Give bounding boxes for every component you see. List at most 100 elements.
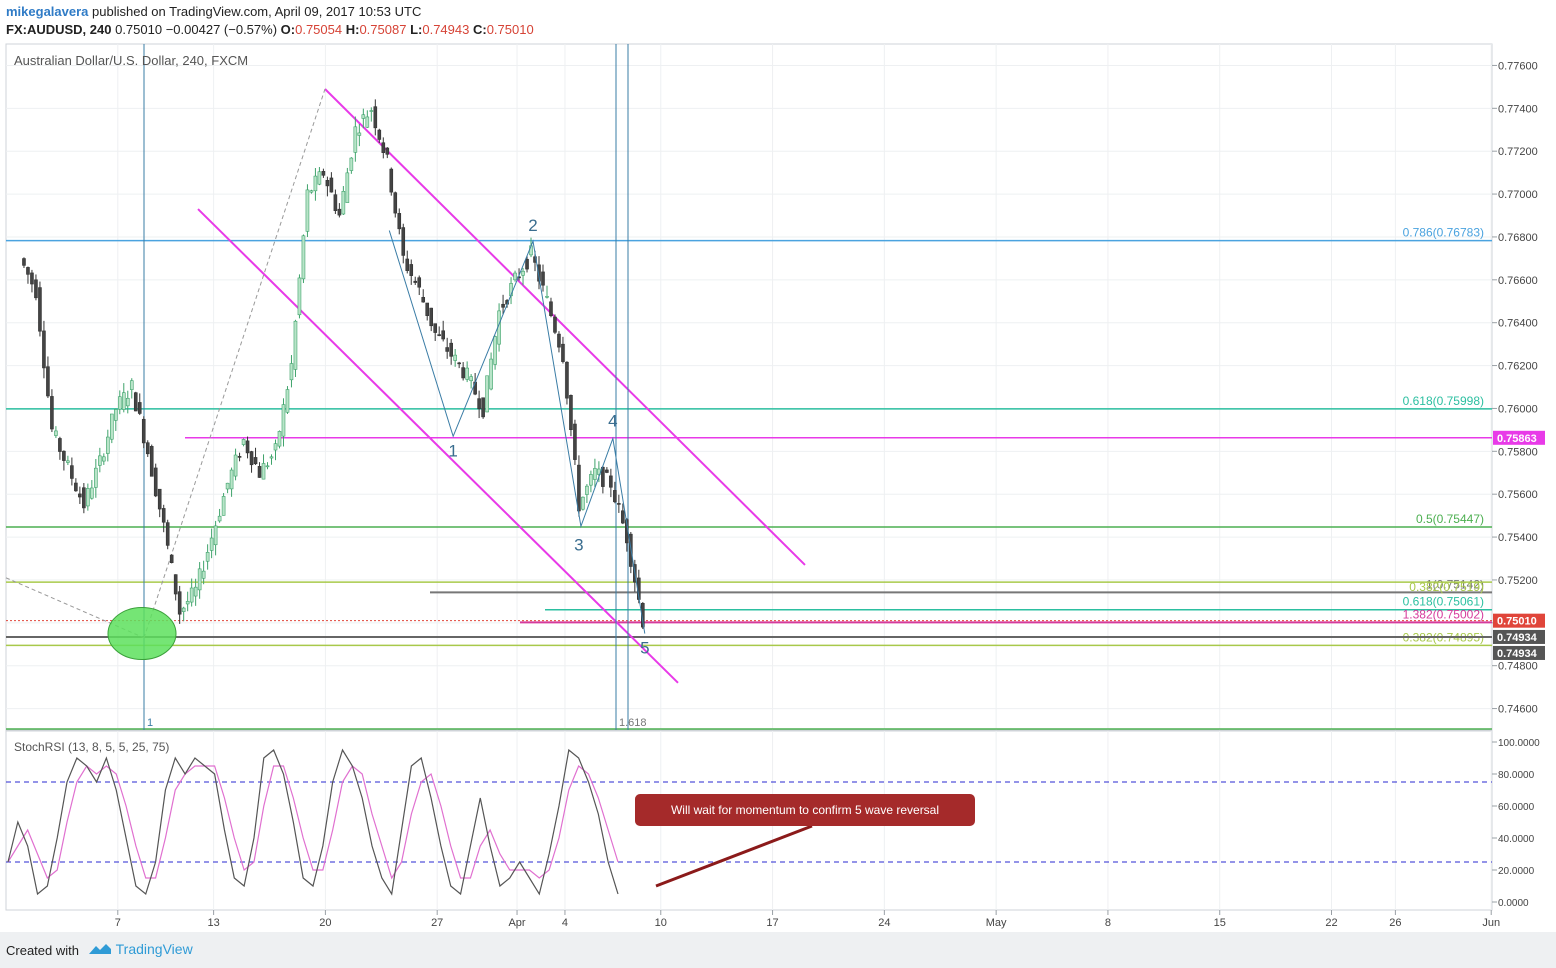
candle-body (50, 396, 54, 430)
candle-body (241, 439, 246, 445)
candle-body (205, 552, 210, 562)
fib-level-label: 0.618(0.75998) (1403, 394, 1484, 408)
wave-zigzag (388, 230, 646, 634)
candle-body (277, 431, 282, 447)
price-axis: 0.77600 0.77400 0.77200 0.77000 0.76800 0.766… (1492, 60, 1538, 716)
candle-body (361, 114, 366, 119)
candle-body (58, 438, 62, 452)
candle-body (557, 333, 561, 348)
candle-body (565, 361, 569, 399)
high-label: H: (345, 22, 360, 37)
ind-y-tick-label: 60.0000 (1498, 802, 1535, 813)
publish-line: mikegalavera published on TradingView.co… (6, 4, 421, 19)
candle-body (161, 508, 166, 523)
candle-body (265, 465, 270, 468)
x-tick-label: 4 (562, 917, 568, 929)
candle-body (525, 258, 529, 270)
tradingview-logo-icon (89, 944, 111, 954)
ind-y-tick-label: 20.0000 (1498, 866, 1535, 877)
candle-body (481, 397, 485, 418)
candle-body (26, 267, 30, 275)
candle-body (273, 443, 278, 451)
candle-body (189, 587, 194, 603)
candle-body (201, 570, 206, 579)
candle-body (289, 363, 294, 381)
time-axis: 7 13 20 27 Apr 4 10 17 24 May 8 15 22 26 Jun (115, 910, 1500, 929)
candle-body (305, 189, 310, 232)
price-badge-label: 0.74934 (1497, 648, 1538, 660)
candle-body (149, 446, 154, 477)
candle-body (513, 272, 517, 281)
low-value: 0.74943 (422, 22, 470, 37)
price-chart[interactable]: 0.77600 0.77400 0.77200 0.77000 0.76800 0.766… (0, 0, 1556, 932)
candle-body (369, 110, 374, 112)
y-tick-label: 0.75600 (1498, 489, 1538, 501)
candle-body (621, 510, 625, 524)
x-tick-label: Apr (508, 917, 525, 929)
candle-body (493, 336, 497, 365)
candle-body (185, 601, 190, 605)
created-with-text: Created with (6, 943, 79, 958)
candle-body (106, 436, 110, 454)
candle-body (153, 467, 158, 497)
candle-body (313, 175, 318, 192)
y-tick-label: 0.76400 (1498, 318, 1538, 330)
candle-body (94, 467, 98, 488)
y-tick-label: 0.74800 (1498, 661, 1538, 673)
candle-body (165, 522, 170, 546)
tradingview-brand[interactable]: TradingView (88, 941, 193, 957)
candle-body (401, 227, 406, 256)
y-tick-label: 0.75800 (1498, 446, 1538, 458)
price-badge (1493, 613, 1545, 628)
candle-body (421, 297, 426, 303)
y-tick-label: 0.77000 (1498, 189, 1538, 201)
fib-time-label: 1.618 (619, 717, 647, 729)
candle-body (577, 464, 581, 512)
channel-lower-line (197, 208, 679, 684)
fib-levels: 0.786(0.76783) 0.618(0.75998) 0.5(0.75447)… (6, 226, 1492, 730)
fib-level-label: 0.382(0.7519) (1409, 580, 1484, 594)
candle-body (193, 586, 198, 597)
candle-body (197, 568, 202, 591)
candle-body (589, 474, 593, 486)
candle-body (253, 457, 258, 465)
candle-body (82, 487, 86, 509)
candle-body (125, 397, 130, 407)
candle-body (177, 591, 182, 615)
fib-level-label: 0.786(0.76783) (1403, 226, 1484, 240)
fib-time-label: 1 (147, 717, 153, 729)
candle-body (409, 264, 414, 276)
candles (22, 99, 645, 630)
candle-body (489, 358, 493, 390)
y-tick-label: 0.76000 (1498, 403, 1538, 415)
fib-level-label: 1(0.75142) (1426, 577, 1484, 591)
candle-body (337, 208, 342, 216)
annotation-pointer (655, 824, 813, 888)
author-link[interactable]: mikegalavera (6, 4, 89, 19)
close-value: 0.75010 (486, 22, 534, 37)
candle-body (261, 463, 266, 480)
y-tick-label: 0.76200 (1498, 361, 1538, 373)
candle-body (389, 168, 394, 193)
ohlc-line: FX:AUDUSD, 240 0.75010 −0.00427 (−0.57%)… (6, 22, 534, 37)
candle-body (501, 303, 505, 308)
candle-body (405, 258, 410, 271)
wave-label: 5 (640, 639, 649, 658)
x-tick-label: 7 (115, 917, 121, 929)
candle-body (54, 430, 58, 436)
candle-body (381, 142, 386, 153)
candle-body (213, 525, 218, 546)
x-tick-label: 13 (207, 917, 219, 929)
candle-body (321, 171, 326, 176)
candle-body (613, 490, 617, 503)
candle-body (78, 493, 82, 498)
candle-body (445, 347, 449, 352)
candle-body (42, 330, 46, 369)
candle-body (553, 316, 557, 333)
candle-body (569, 395, 573, 430)
footer: Created with TradingView (0, 932, 1556, 968)
candle-body (145, 442, 150, 455)
price-badge-label: 0.75863 (1497, 433, 1537, 445)
candle-body (537, 264, 541, 282)
candle-body (457, 362, 461, 365)
